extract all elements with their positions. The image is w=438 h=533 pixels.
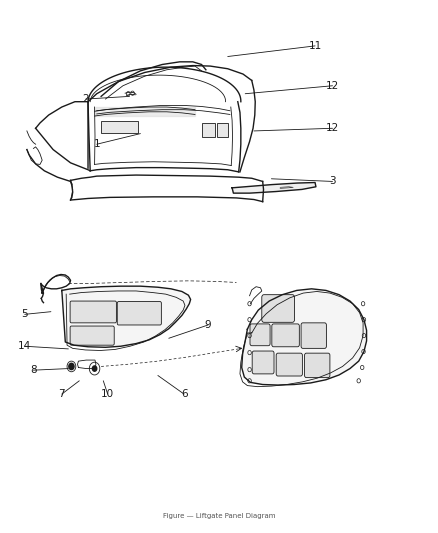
FancyBboxPatch shape xyxy=(202,124,215,137)
Text: 6: 6 xyxy=(181,389,187,399)
Text: 3: 3 xyxy=(329,176,336,187)
Circle shape xyxy=(92,366,97,371)
Text: 2: 2 xyxy=(82,94,89,104)
Text: 10: 10 xyxy=(101,389,114,399)
Text: Figure — Liftgate Panel Diagram: Figure — Liftgate Panel Diagram xyxy=(163,513,275,519)
Text: 12: 12 xyxy=(326,81,339,91)
Polygon shape xyxy=(242,289,367,385)
FancyBboxPatch shape xyxy=(301,323,326,349)
FancyBboxPatch shape xyxy=(252,351,274,374)
FancyBboxPatch shape xyxy=(70,326,114,345)
FancyBboxPatch shape xyxy=(70,301,117,323)
Polygon shape xyxy=(232,182,316,193)
Text: 9: 9 xyxy=(205,320,212,330)
Text: 8: 8 xyxy=(30,365,37,375)
FancyBboxPatch shape xyxy=(117,302,161,325)
FancyBboxPatch shape xyxy=(217,124,228,137)
FancyBboxPatch shape xyxy=(250,324,270,346)
Text: 1: 1 xyxy=(93,139,100,149)
Circle shape xyxy=(69,364,74,369)
Text: 11: 11 xyxy=(308,41,321,51)
Text: 14: 14 xyxy=(18,341,32,351)
Polygon shape xyxy=(62,286,191,348)
FancyBboxPatch shape xyxy=(276,353,302,376)
Text: 7: 7 xyxy=(59,389,65,399)
Text: 5: 5 xyxy=(21,309,28,319)
FancyBboxPatch shape xyxy=(304,353,330,377)
Text: 12: 12 xyxy=(326,123,339,133)
FancyBboxPatch shape xyxy=(272,324,299,347)
FancyBboxPatch shape xyxy=(262,295,294,322)
FancyBboxPatch shape xyxy=(101,121,138,133)
